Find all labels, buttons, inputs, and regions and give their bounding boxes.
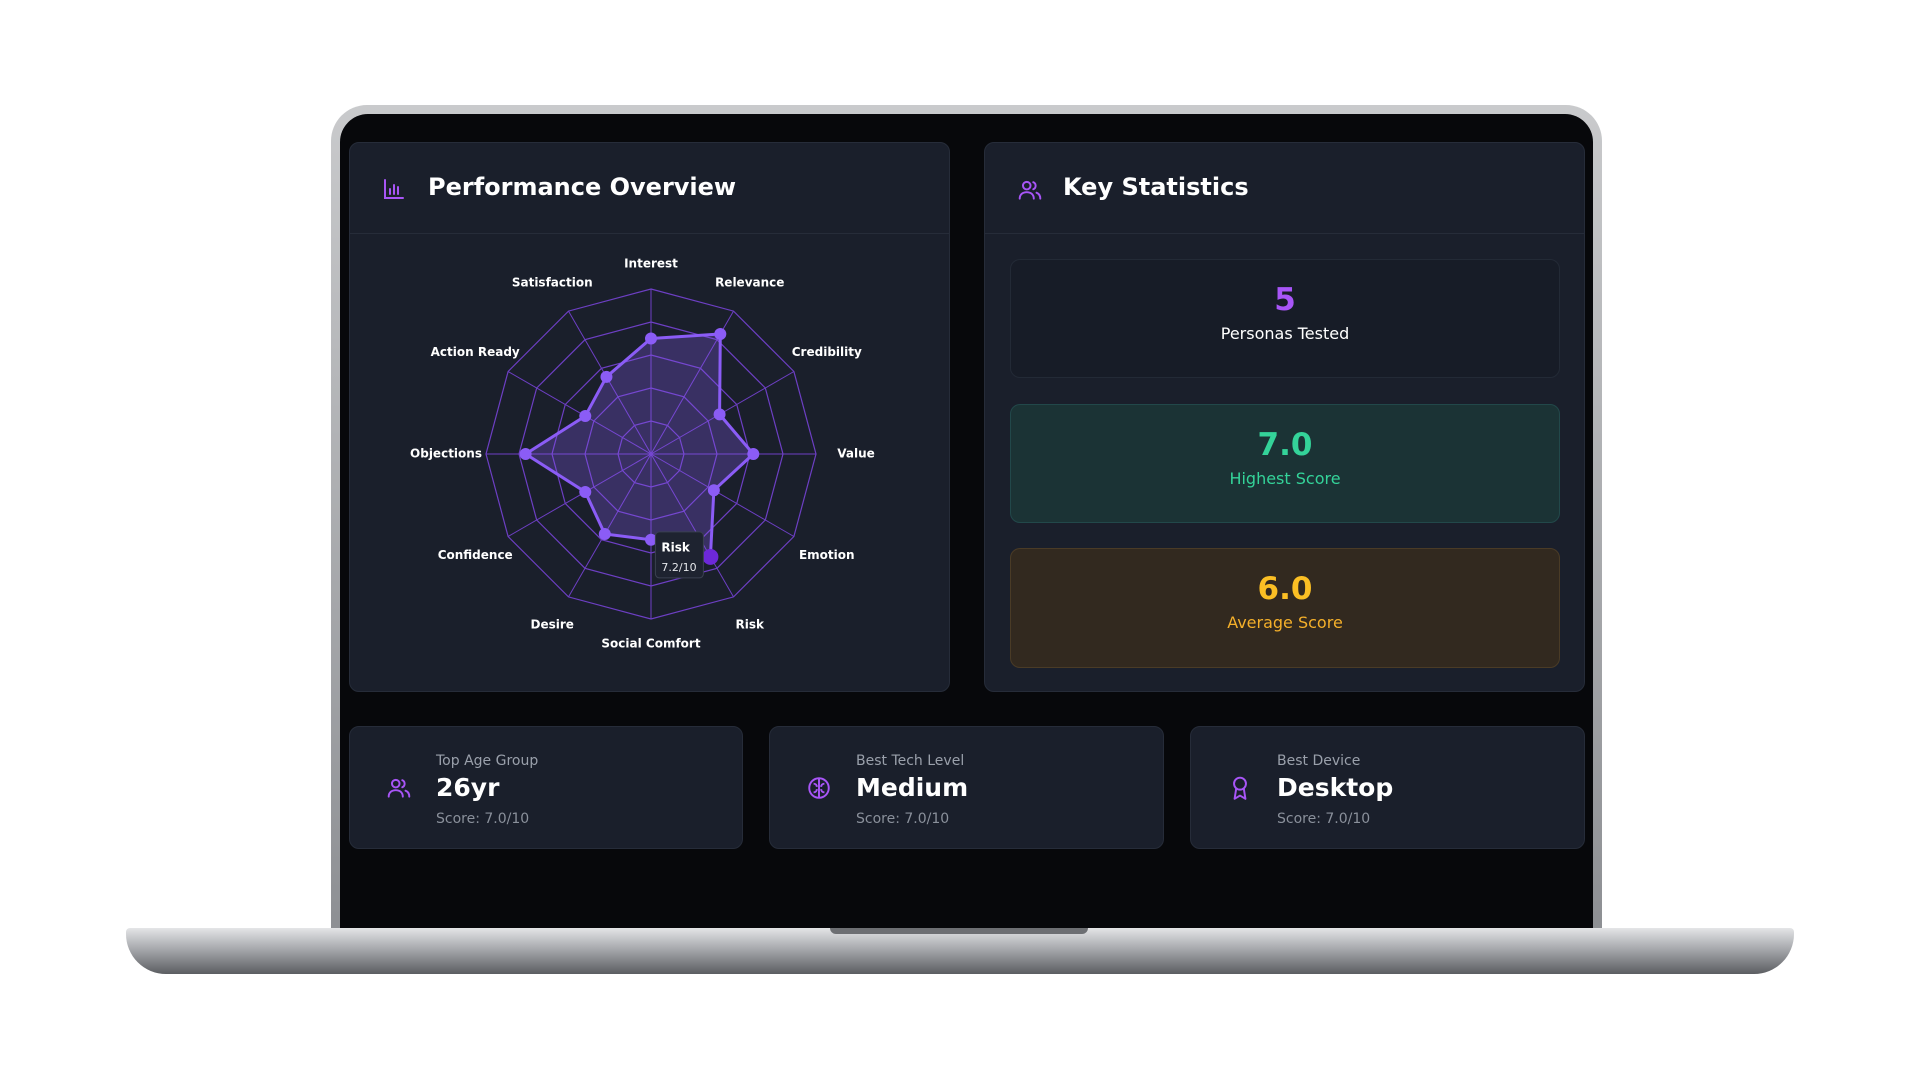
data-point bbox=[747, 448, 760, 460]
card-score: Score: 7.0/10 bbox=[1277, 811, 1371, 827]
axis-label: Action Ready bbox=[431, 345, 520, 359]
data-point bbox=[579, 485, 592, 498]
axis-label: Credibility bbox=[792, 345, 862, 359]
award-icon bbox=[1233, 776, 1247, 800]
stat-value: 5 bbox=[1274, 282, 1296, 318]
stat-label: Average Score bbox=[1227, 613, 1343, 632]
axis-label: Value bbox=[837, 447, 875, 461]
divider bbox=[985, 233, 1584, 234]
tooltip-value: 7.2/10 bbox=[661, 561, 696, 574]
card-score: Score: 7.0/10 bbox=[856, 811, 950, 827]
spoke bbox=[507, 371, 652, 455]
stat-card: 7.0 Highest Score bbox=[1010, 404, 1560, 523]
data-point bbox=[714, 327, 727, 340]
stats-panel: Key Statistics 5 Personas Tested 7.0 Hig… bbox=[984, 142, 1585, 692]
data-point bbox=[645, 533, 657, 546]
data-point bbox=[707, 484, 720, 497]
brain-icon bbox=[808, 777, 830, 799]
card-value: Desktop bbox=[1277, 773, 1394, 802]
highlight-card: Best Device Desktop Score: 7.0/10 bbox=[1190, 726, 1585, 849]
card-score: Score: 7.0/10 bbox=[436, 811, 530, 827]
data-point bbox=[579, 410, 592, 423]
data-point bbox=[645, 332, 657, 345]
stat-label: Highest Score bbox=[1229, 469, 1341, 488]
data-point bbox=[713, 408, 726, 421]
radar-chart: Interest Relevance Credibility Value Emotion… bbox=[410, 257, 875, 651]
performance-panel: Performance Overview Interest Relevance Cr… bbox=[349, 142, 950, 692]
card-label: Best Device bbox=[1277, 753, 1361, 769]
chart-icon bbox=[384, 179, 404, 199]
highlight-card: Best Tech Level Medium Score: 7.0/10 bbox=[769, 726, 1164, 849]
panel-title: Performance Overview bbox=[428, 173, 737, 201]
spoke bbox=[568, 453, 652, 598]
spoke bbox=[650, 453, 795, 537]
stat-value: 7.0 bbox=[1257, 427, 1313, 463]
laptop-base bbox=[126, 928, 1794, 974]
tooltip-box bbox=[654, 531, 704, 579]
axis-label: Interest bbox=[624, 257, 678, 271]
axis-label: Emotion bbox=[799, 548, 855, 562]
laptop-notch bbox=[830, 928, 1088, 934]
card-value: 26yr bbox=[436, 773, 500, 802]
card-label: Best Tech Level bbox=[856, 753, 965, 769]
panel-title: Key Statistics bbox=[1063, 173, 1249, 201]
tooltip-label: Risk bbox=[661, 540, 690, 554]
divider bbox=[350, 233, 949, 234]
axis-label: Relevance bbox=[715, 275, 784, 289]
users-icon bbox=[1018, 180, 1042, 200]
data-point bbox=[600, 370, 613, 383]
spoke bbox=[507, 453, 652, 537]
highlight-card: Top Age Group 26yr Score: 7.0/10 bbox=[349, 726, 743, 849]
axis-label: Satisfaction bbox=[512, 275, 593, 289]
data-area bbox=[522, 332, 756, 559]
users-icon bbox=[387, 778, 411, 798]
spoke bbox=[568, 310, 652, 455]
tooltip: Risk 7.2/10 bbox=[654, 531, 704, 579]
axis-label: Social Comfort bbox=[601, 637, 700, 651]
stat-card: 5 Personas Tested bbox=[1010, 259, 1560, 378]
card-value: Medium bbox=[856, 773, 969, 802]
axis-label: Desire bbox=[531, 618, 574, 632]
spoke bbox=[650, 453, 734, 598]
axis-label: Confidence bbox=[438, 548, 513, 562]
axis-label: Risk bbox=[736, 618, 765, 632]
stat-label: Personas Tested bbox=[1220, 324, 1350, 343]
stat-value: 6.0 bbox=[1257, 571, 1313, 607]
stat-card: 6.0 Average Score bbox=[1010, 548, 1560, 668]
axis-label: Objections bbox=[410, 447, 482, 461]
hover-point bbox=[702, 548, 719, 565]
card-label: Top Age Group bbox=[436, 753, 539, 769]
data-point bbox=[598, 528, 611, 541]
data-point bbox=[519, 448, 532, 460]
